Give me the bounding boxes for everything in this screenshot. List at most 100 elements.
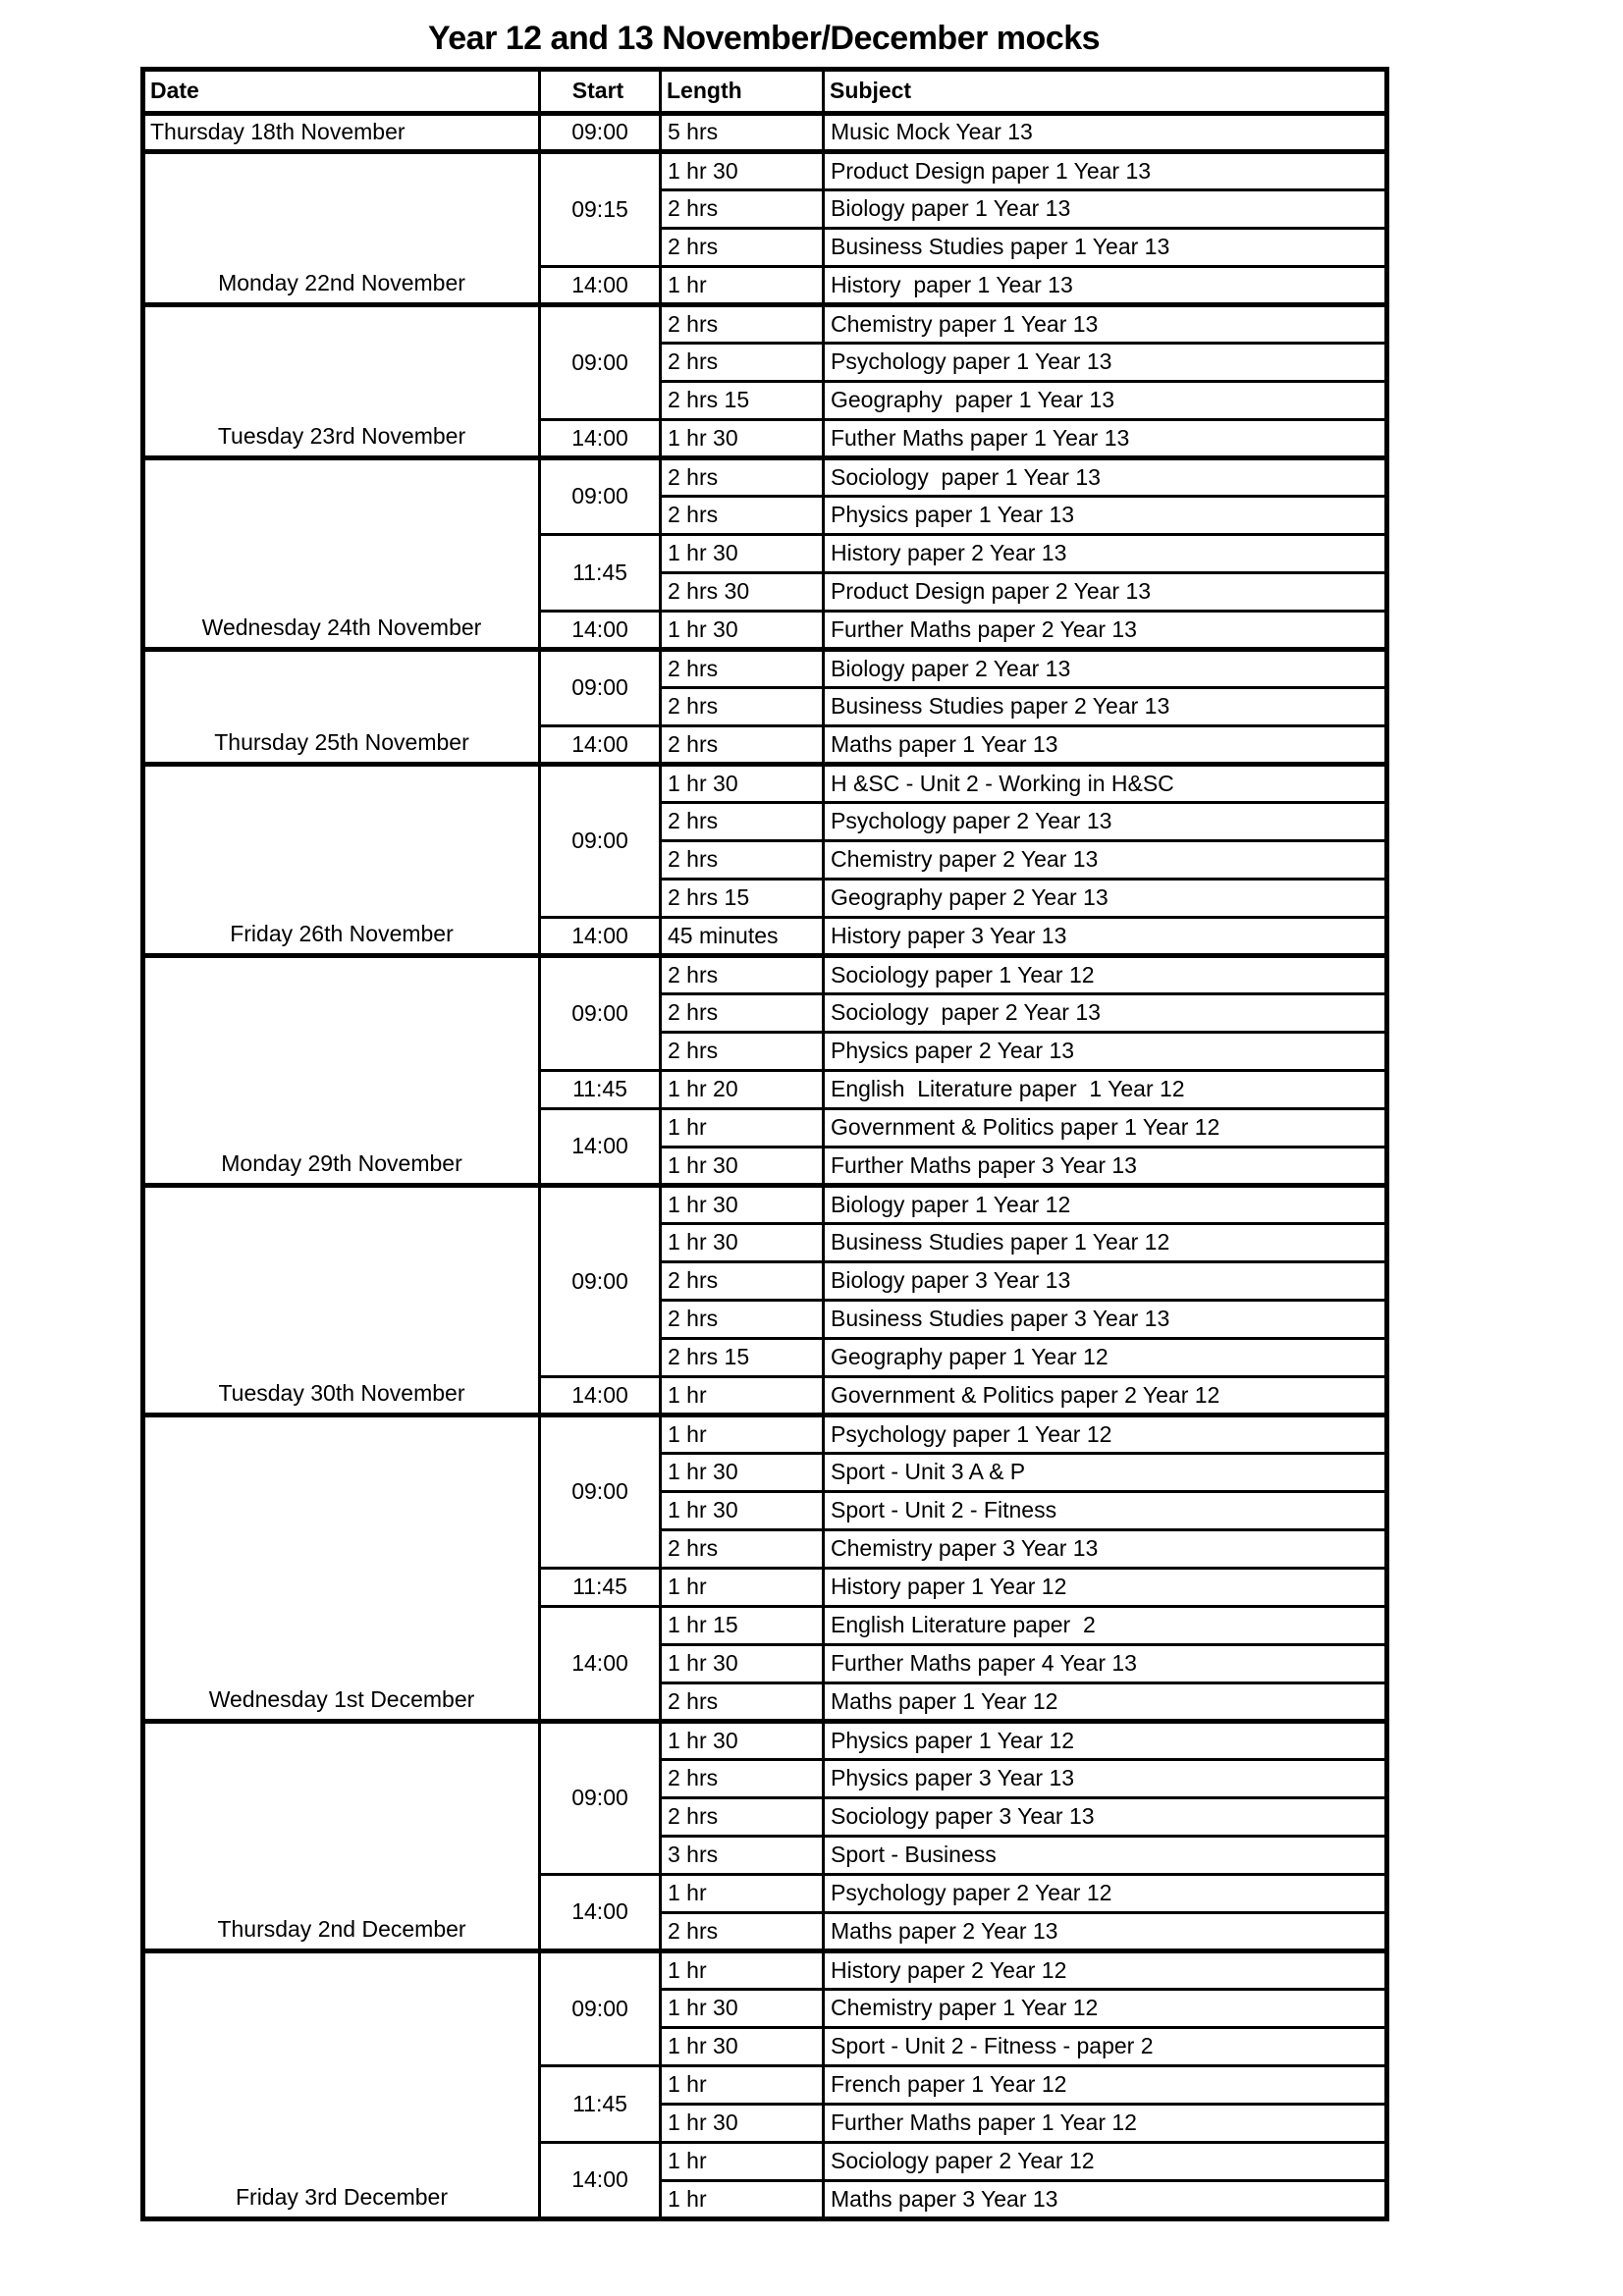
length-cell: 2 hrs — [659, 953, 825, 995]
length-cell: 1 hr 30 — [659, 149, 825, 191]
table-row: 14:00 45 minutes History paper 3 Year 13 — [143, 916, 1388, 957]
length-cell: 1 hr 30 — [659, 610, 825, 651]
timetable-sheet: Year 12 and 13 November/December mocks D… — [140, 0, 1389, 2221]
table-row: 1 hr 30 Sport - Unit 2 - Fitness - paper … — [143, 2026, 1388, 2067]
table-row: 14:00 1 hr 30 Futher Maths paper 1 Year 13 — [143, 418, 1388, 459]
start-time-cell: 14:00 — [538, 2141, 662, 2220]
subject-cell: Government & Politics paper 1 Year 12 — [822, 1107, 1388, 1148]
subject-cell: Sport - Unit 3 A & P — [822, 1452, 1388, 1493]
length-cell: 1 hr — [659, 1873, 825, 1914]
subject-cell: Maths paper 1 Year 12 — [822, 1682, 1388, 1723]
length-cell: 2 hrs — [659, 1299, 825, 1340]
mock-exam-timetable: Date Start Length Subject Thursday 18th … — [140, 67, 1389, 2221]
subject-cell: Maths paper 1 Year 13 — [822, 724, 1388, 766]
table-row: 2 hrs Business Studies paper 1 Year 13 — [143, 227, 1388, 268]
start-time-cell: 09:00 — [538, 455, 662, 536]
table-row: 2 hrs Biology paper 3 Year 13 — [143, 1260, 1388, 1302]
subject-cell: Sociology paper 2 Year 12 — [822, 2141, 1388, 2182]
table-row: Monday 22nd November 09:15 1 hr 30 Product … — [141, 149, 1388, 306]
table-row: 1 hr 30 Further Maths paper 3 Year 13 — [143, 1146, 1388, 1187]
length-cell: 1 hr — [659, 1949, 825, 1991]
length-cell: 2 hrs — [659, 1796, 825, 1838]
length-cell: 1 hr — [659, 1413, 825, 1455]
length-cell: 2 hrs — [659, 992, 825, 1034]
table-row: Thursday 2nd December 09:00 1 hr 30 Physics… — [141, 1719, 1388, 1952]
length-cell: 3 hrs — [659, 1835, 825, 1876]
subject-cell: Business Studies paper 3 Year 13 — [822, 1299, 1388, 1340]
length-cell: 1 hr 30 — [659, 1719, 825, 1761]
subject-cell: Psychology paper 1 Year 12 — [822, 1413, 1388, 1455]
subject-cell: Maths paper 3 Year 13 — [822, 2179, 1388, 2220]
header-start: Start — [538, 68, 662, 116]
table-row: Wednesday 1st December 09:00 1 hr Psycholog… — [141, 1413, 1388, 1723]
start-time-cell: 14:00 — [538, 1107, 662, 1187]
table-row: Friday 3rd December 09:00 1 hr History pape… — [141, 1949, 1388, 2220]
subject-cell: Chemistry paper 2 Year 13 — [822, 839, 1388, 881]
length-cell: 1 hr 30 — [659, 533, 825, 574]
subject-cell: Sport - Unit 2 - Fitness - paper 2 — [822, 2026, 1388, 2067]
subject-cell: Psychology paper 2 Year 13 — [822, 801, 1388, 842]
start-time-cell: 14:00 — [538, 1375, 662, 1416]
start-time-cell: 14:00 — [538, 610, 662, 651]
length-cell: 1 hr 30 — [659, 1643, 825, 1684]
table-row: 1 hr 30 Further Maths paper 4 Year 13 — [143, 1643, 1388, 1684]
table-header: Date Start Length Subject — [141, 68, 1388, 116]
table-row: 2 hrs Biology paper 1 Year 13 — [143, 188, 1388, 230]
subject-cell: H &SC - Unit 2 - Working in H&SC — [822, 762, 1388, 804]
length-cell: 1 hr — [659, 265, 825, 306]
start-time-cell: 09:00 — [538, 1413, 662, 1570]
length-cell: 1 hr — [659, 2141, 825, 2182]
length-cell: 2 hrs — [659, 455, 825, 498]
length-cell: 2 hrs — [659, 1260, 825, 1302]
start-time-cell: 09:00 — [538, 1719, 662, 1876]
table-row: 1 hr 30 Sport - Unit 3 A & P — [143, 1452, 1388, 1493]
subject-cell: Geography paper 1 Year 13 — [822, 380, 1388, 421]
subject-cell: Biology paper 1 Year 12 — [822, 1183, 1388, 1225]
length-cell: 1 hr 30 — [659, 1146, 825, 1187]
subject-cell: English Literature paper 2 — [822, 1605, 1388, 1646]
table-row: 1 hr 30 Further Maths paper 1 Year 12 — [143, 2103, 1388, 2144]
length-cell: 2 hrs — [659, 839, 825, 881]
subject-cell: Further Maths paper 2 Year 13 — [822, 610, 1388, 651]
table-row: Tuesday 23rd November 09:00 2 hrs Chemistry… — [141, 302, 1388, 459]
subject-cell: Chemistry paper 1 Year 13 — [822, 302, 1388, 345]
date-cell: Monday 29th November — [141, 953, 541, 1187]
table-row: 1 hr Maths paper 3 Year 13 — [143, 2179, 1388, 2220]
length-cell: 2 hrs 15 — [659, 878, 825, 919]
table-row: 1 hr 30 Sport - Unit 2 - Fitness — [143, 1490, 1388, 1531]
subject-cell: Physics paper 2 Year 13 — [822, 1031, 1388, 1072]
table-row: Friday 26th November 09:00 1 hr 30 H &SC - … — [141, 762, 1388, 957]
start-time-cell: 09:00 — [538, 762, 662, 919]
start-time-cell: 09:15 — [538, 149, 662, 268]
start-time-cell: 09:00 — [538, 1183, 662, 1378]
length-cell: 1 hr 30 — [659, 2026, 825, 2067]
date-cell: Monday 22nd November — [141, 149, 541, 306]
start-time-cell: 14:00 — [538, 265, 662, 306]
date-cell: Friday 26th November — [141, 762, 541, 957]
length-cell: 2 hrs — [659, 227, 825, 268]
table-row: 2 hrs Sociology paper 3 Year 13 — [143, 1796, 1388, 1838]
subject-cell: Chemistry paper 1 Year 12 — [822, 1988, 1388, 2029]
length-cell: 2 hrs — [659, 1911, 825, 1952]
length-cell: 2 hrs — [659, 724, 825, 766]
start-time-cell: 09:00 — [538, 111, 662, 153]
length-cell: 2 hrs 30 — [659, 571, 825, 613]
length-cell: 1 hr 15 — [659, 1605, 825, 1646]
table-row: 2 hrs Chemistry paper 3 Year 13 — [143, 1528, 1388, 1570]
length-cell: 2 hrs — [659, 342, 825, 383]
date-cell: Tuesday 30th November — [141, 1183, 541, 1416]
table-row: 11:45 1 hr 30 History paper 2 Year 13 — [143, 533, 1388, 613]
date-cell: Tuesday 23rd November — [141, 302, 541, 459]
length-cell: 1 hr 30 — [659, 2103, 825, 2144]
length-cell: 2 hrs — [659, 686, 825, 727]
table-row: 2 hrs 15 Geography paper 1 Year 13 — [143, 380, 1388, 421]
start-time-cell: 14:00 — [538, 1873, 662, 1952]
subject-cell: Futher Maths paper 1 Year 13 — [822, 418, 1388, 459]
table-row: 11:45 1 hr French paper 1 Year 12 — [143, 2064, 1388, 2144]
start-time-cell: 09:00 — [538, 953, 662, 1072]
start-time-cell: 14:00 — [538, 916, 662, 957]
table-row: 2 hrs Physics paper 1 Year 13 — [143, 495, 1388, 536]
header-subject: Subject — [822, 68, 1388, 116]
subject-cell: Physics paper 1 Year 12 — [822, 1719, 1388, 1761]
table-row: 2 hrs 15 Geography paper 2 Year 13 — [143, 878, 1388, 919]
